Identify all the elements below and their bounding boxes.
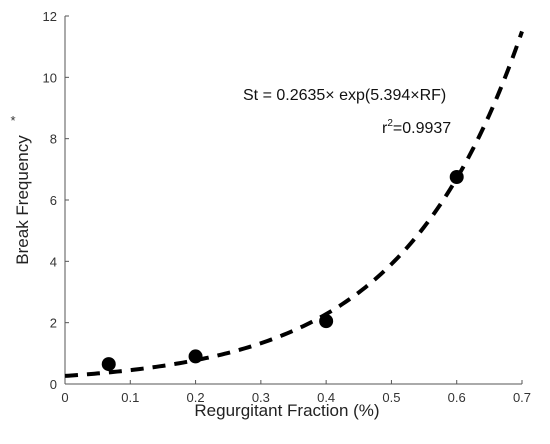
x-tick-label: 0.2 [187, 390, 205, 405]
y-tick-label: 0 [50, 377, 57, 392]
x-tick-label: 0.1 [121, 390, 139, 405]
data-points [101, 170, 464, 372]
r-squared-annotation: r2=0.9937 [382, 118, 451, 137]
r-squared-value: =0.9937 [393, 120, 451, 137]
r-squared-base: r [382, 120, 388, 137]
data-point [101, 357, 116, 372]
y-ticks: 0 2 4 6 8 10 12 [43, 9, 69, 392]
data-point [449, 170, 464, 184]
fit-curve [64, 30, 524, 378]
y-tick-label: 8 [50, 132, 57, 147]
x-tick-label: 0.7 [513, 390, 531, 405]
r-squared-exponent: 2 [387, 118, 393, 129]
x-tick-label: 0.3 [252, 390, 270, 405]
axes [64, 16, 522, 385]
equation-annotation: St = 0.2635× exp(5.394×RF) [243, 87, 446, 104]
y-tick-label: 12 [43, 9, 57, 24]
data-point [319, 314, 334, 329]
data-point [188, 349, 203, 364]
x-tick-label: 0 [61, 390, 68, 405]
y-axis-title: Break Frequency [13, 135, 32, 265]
x-axis-title: Regurgitant Fraction (%) [194, 401, 379, 420]
y-tick-label: 2 [50, 316, 57, 331]
y-tick-label: 10 [43, 70, 57, 85]
y-tick-label: 6 [50, 193, 57, 208]
x-tick-label: 0.5 [382, 390, 400, 405]
x-tick-label: 0.4 [317, 390, 335, 405]
y-axis-title-marker: * [10, 113, 15, 128]
x-tick-label: 0.6 [448, 390, 466, 405]
x-ticks: 0 0.1 0.2 0.3 0.4 0.5 0.6 0.7 [61, 380, 531, 405]
y-tick-label: 4 [50, 254, 57, 269]
